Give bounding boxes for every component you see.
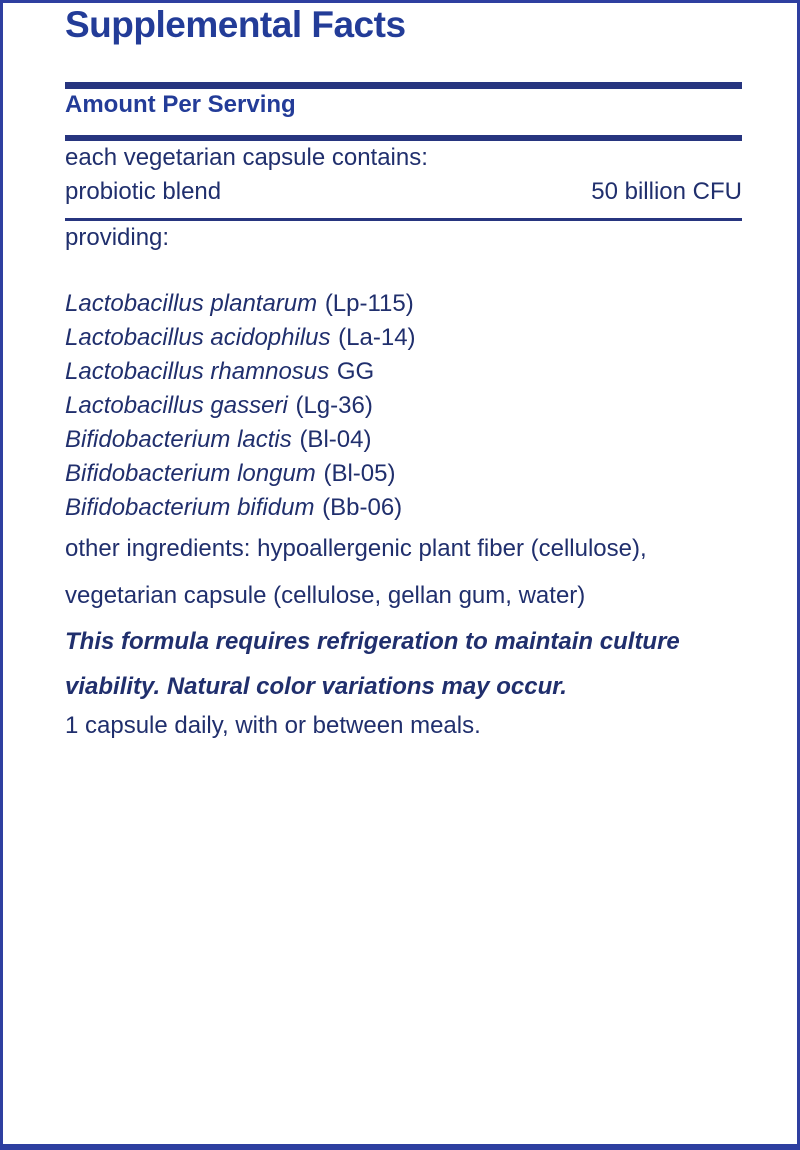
strain-code: (Lg-36) xyxy=(295,392,373,419)
strain-species: Lactobacillus rhamnosus xyxy=(65,358,330,385)
strain-code: (Lp-115) xyxy=(324,290,414,317)
strain-species: Bifidobacterium longum xyxy=(65,460,316,487)
strain-code: GG xyxy=(336,358,375,385)
probiotic-blend-row: probiotic blend 50 billion CFU xyxy=(65,175,742,209)
divider-under-amount-header xyxy=(65,135,742,141)
strain-row-rhamnosus: Lactobacillus rhamnosus GG xyxy=(65,355,742,389)
strain-code: (Bl-04) xyxy=(299,426,372,453)
refrigeration-notice-line-1: This formula requires refrigeration to m… xyxy=(65,628,680,655)
strain-row-plantarum: Lactobacillus plantarum (Lp-115) xyxy=(65,287,742,321)
strain-code: (Bb-06) xyxy=(322,494,403,521)
refrigeration-notice-line-2: viability. Natural color variations may … xyxy=(65,673,567,700)
strain-row-lactis: Bifidobacterium lactis (Bl-04) xyxy=(65,423,742,457)
strain-row-longum: Bifidobacterium longum (Bl-05) xyxy=(65,457,742,491)
strain-species: Lactobacillus acidophilus xyxy=(65,324,331,351)
serving-description: each vegetarian capsule contains: xyxy=(65,144,428,171)
strain-species: Lactobacillus gasseri xyxy=(65,392,288,419)
blend-name: probiotic blend xyxy=(65,178,222,205)
other-ingredients-line-2: vegetarian capsule (cellulose, gellan gu… xyxy=(65,582,586,609)
divider-under-title xyxy=(65,82,742,89)
blend-amount: 50 billion CFU xyxy=(591,178,742,205)
strain-code: (Bl-05) xyxy=(323,460,396,487)
strain-row-acidophilus: Lactobacillus acidophilus (La-14) xyxy=(65,321,742,355)
strain-species: Lactobacillus plantarum xyxy=(65,290,318,317)
other-ingredients-line-1: other ingredients: hypoallergenic plant … xyxy=(65,535,647,562)
refrigeration-notice: This formula requires refrigeration to m… xyxy=(65,619,742,709)
dosage-directions: 1 capsule daily, with or between meals. xyxy=(65,712,481,739)
divider-under-blend xyxy=(65,218,742,221)
amount-per-serving-header: Amount Per Serving xyxy=(65,91,296,118)
strain-code: (La-14) xyxy=(338,324,416,351)
providing-label: providing: xyxy=(65,224,170,251)
strain-species: Bifidobacterium lactis xyxy=(65,426,292,453)
panel-title: Supplemental Facts xyxy=(65,4,406,45)
strain-row-bifidum: Bifidobacterium bifidum (Bb-06) xyxy=(65,491,742,525)
strain-species: Bifidobacterium bifidum xyxy=(65,494,315,521)
other-ingredients: other ingredients: hypoallergenic plant … xyxy=(65,525,742,619)
strain-row-gasseri: Lactobacillus gasseri (Lg-36) xyxy=(65,389,742,423)
